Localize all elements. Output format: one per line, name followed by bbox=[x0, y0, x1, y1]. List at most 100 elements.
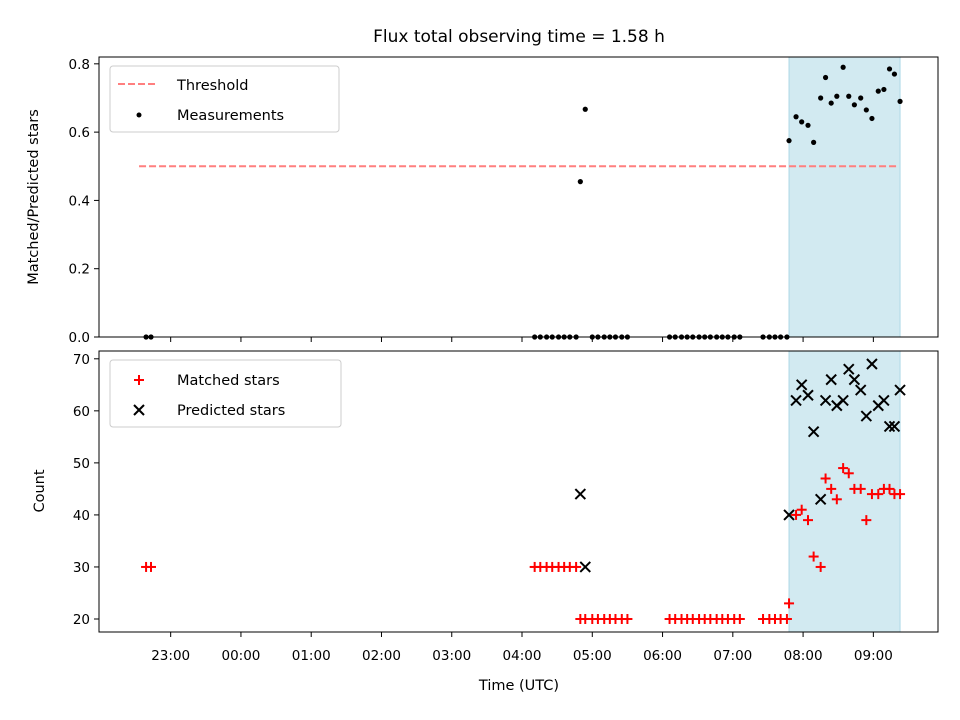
measurement-point bbox=[840, 64, 846, 70]
ratio-legend-box bbox=[109, 65, 340, 133]
count-y-tick-label: 20 bbox=[73, 612, 90, 628]
measurement-point bbox=[897, 98, 903, 104]
measurement-point bbox=[846, 93, 852, 99]
measurement-point bbox=[793, 114, 799, 120]
matched-star-point bbox=[803, 515, 814, 526]
x-tick-label: 23:00 bbox=[151, 648, 190, 664]
measurement-point bbox=[805, 122, 811, 128]
predicted-star-point bbox=[883, 420, 896, 433]
count-y-tick-label: 50 bbox=[73, 456, 90, 472]
ratio-plot-frame bbox=[98, 56, 939, 338]
measurement-point bbox=[863, 107, 869, 113]
legend-threshold-label: Threshold bbox=[176, 78, 248, 94]
legend-predicted-swatch bbox=[133, 404, 145, 416]
matched-star-point bbox=[796, 504, 807, 515]
predicted-star-point bbox=[825, 373, 837, 386]
predicted-star-point bbox=[888, 420, 901, 433]
ratio-panel: 0.00.20.40.60.8 Matched/Predicted stars … bbox=[26, 56, 939, 346]
count-legend-box bbox=[109, 359, 342, 428]
measurement-point bbox=[786, 138, 792, 144]
legend-matched-swatch bbox=[134, 375, 144, 385]
measurement-point bbox=[869, 115, 875, 122]
count-y-axis-label: Count bbox=[32, 469, 48, 512]
x-tick-label: 09:00 bbox=[854, 648, 893, 664]
matched-star-point bbox=[826, 483, 837, 494]
predicted-star-point bbox=[795, 379, 808, 391]
count-y-tick-label: 70 bbox=[73, 352, 90, 368]
matched-star-point bbox=[781, 613, 792, 624]
measurement-point bbox=[799, 119, 805, 125]
predicted-star-point bbox=[790, 394, 802, 407]
matched-star-point bbox=[831, 494, 842, 505]
matched-star-point bbox=[784, 598, 795, 609]
count-plot-frame bbox=[98, 350, 939, 633]
matched-star-point bbox=[861, 515, 872, 526]
count-panel: 20 30 40 50 60 70 23:00 00:00 01:00 02:00 03:00 04… bbox=[32, 350, 939, 694]
predicted-star-point bbox=[837, 394, 849, 407]
x-tick-label: 01:00 bbox=[292, 648, 331, 664]
predicted-star-point bbox=[574, 488, 587, 500]
matched-star-point bbox=[145, 561, 156, 572]
x-tick-label: 05:00 bbox=[573, 648, 612, 664]
predicted-star-point bbox=[894, 384, 906, 396]
count-y-tick-label: 60 bbox=[73, 404, 90, 420]
ratio-y-tick-label: 0.0 bbox=[69, 330, 90, 346]
measurement-point bbox=[818, 95, 824, 101]
matched-star-point bbox=[838, 463, 849, 474]
x-tick-label: 04:00 bbox=[503, 648, 542, 664]
predicted-star-point bbox=[848, 373, 861, 386]
count-y-ticks: 20 30 40 50 60 70 bbox=[73, 352, 99, 628]
count-y-tick-label: 30 bbox=[73, 560, 90, 576]
ratio-y-tick-label: 0.2 bbox=[69, 262, 90, 278]
x-tick-label: 08:00 bbox=[784, 648, 823, 664]
measurement-point bbox=[881, 86, 887, 93]
predicted-star-point bbox=[807, 425, 820, 438]
matched-star-point bbox=[571, 561, 582, 572]
legend-measurements-label: Measurements bbox=[177, 108, 284, 124]
predicted-star-point bbox=[814, 493, 827, 506]
x-tick-label: 00:00 bbox=[221, 648, 260, 664]
measurement-point bbox=[851, 102, 857, 108]
measurement-point bbox=[891, 71, 898, 77]
x-tick-label: 06:00 bbox=[643, 648, 682, 664]
predicted-star-point bbox=[854, 384, 867, 396]
matched-star-point bbox=[855, 483, 866, 494]
measurement-point bbox=[886, 66, 893, 72]
ratio-highlight-span bbox=[788, 56, 901, 338]
measurement-point bbox=[577, 179, 583, 185]
measurement-point bbox=[822, 74, 829, 81]
x-tick-label: 03:00 bbox=[432, 648, 471, 664]
measurement-point bbox=[828, 100, 834, 106]
matched-star-point bbox=[808, 551, 819, 562]
matched-star-point bbox=[734, 613, 745, 624]
predicted-star-point bbox=[843, 363, 855, 375]
count-y-tick-label: 40 bbox=[73, 508, 90, 524]
measurement-point bbox=[875, 88, 881, 94]
legend-matched-label: Matched stars bbox=[177, 373, 280, 389]
matched-star-point bbox=[884, 483, 895, 494]
ratio-x-ticks bbox=[170, 337, 874, 342]
matched-star-point bbox=[843, 468, 854, 479]
measurement-point bbox=[582, 106, 588, 112]
predicted-star-point bbox=[866, 358, 878, 370]
measurement-point bbox=[858, 95, 864, 101]
count-x-ticks: 23:00 00:00 01:00 02:00 03:00 04:00 05:00 06:00… bbox=[151, 632, 893, 664]
predicted-star-point bbox=[783, 509, 795, 521]
x-axis-label: Time (UTC) bbox=[478, 678, 559, 694]
ratio-y-axis-label: Matched/Predicted stars bbox=[26, 109, 42, 285]
predicted-star-point bbox=[802, 389, 814, 401]
ratio-y-ticks: 0.0 0.2 0.4 0.6 0.8 bbox=[69, 57, 99, 346]
x-tick-label: 07:00 bbox=[713, 648, 752, 664]
count-marks bbox=[141, 358, 906, 624]
matched-star-point bbox=[815, 561, 826, 572]
measurement-point bbox=[834, 93, 840, 99]
x-tick-label: 02:00 bbox=[362, 648, 401, 664]
predicted-star-point bbox=[860, 410, 873, 422]
ratio-y-tick-label: 0.6 bbox=[69, 125, 90, 141]
matched-star-point bbox=[791, 509, 802, 520]
predicted-star-point bbox=[579, 561, 591, 573]
matched-star-point bbox=[895, 489, 906, 500]
matched-star-point bbox=[622, 613, 633, 624]
measurement-point bbox=[811, 139, 817, 145]
